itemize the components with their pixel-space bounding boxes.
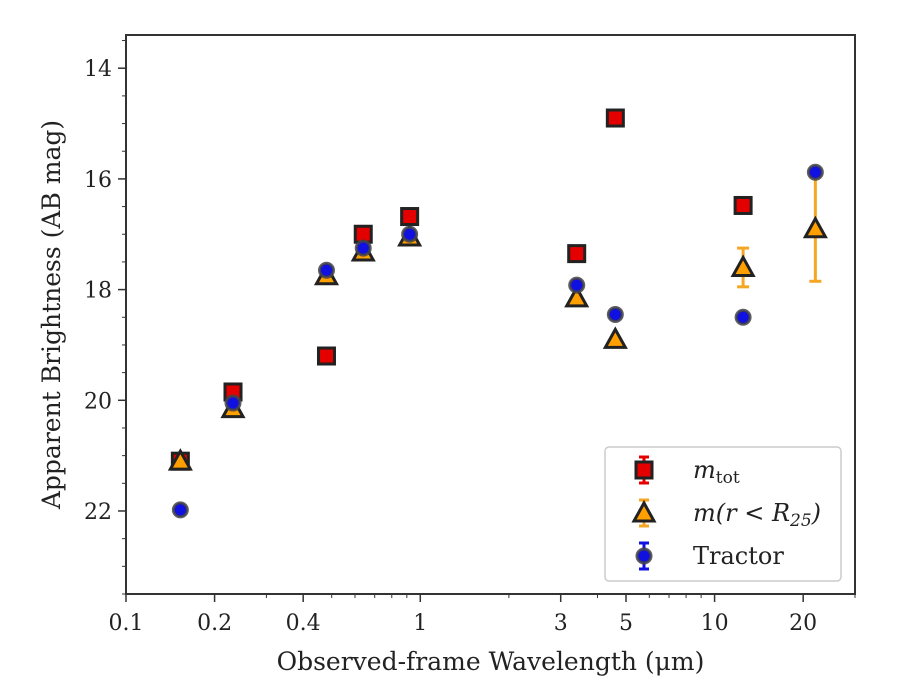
x-axis-label: Observed-frame Wavelength (μm) (277, 647, 705, 676)
legend-label-m_tot: mtot (693, 456, 740, 488)
tractor-point (317, 261, 335, 279)
tractor-point (568, 276, 586, 294)
m-tot-point (400, 207, 420, 227)
x-tick-label: 0.4 (286, 611, 321, 636)
m-r25-point (564, 284, 590, 308)
tractor-point (806, 163, 824, 181)
x-tick-label: 5 (619, 611, 633, 636)
y-tick-label: 22 (84, 500, 112, 525)
tractor-point (606, 306, 624, 323)
m-tot-point (316, 346, 336, 366)
m-tot-point (605, 108, 625, 128)
x-tick-label: 20 (789, 611, 817, 636)
tractor-point (734, 308, 752, 326)
x-tick-label: 3 (554, 611, 568, 636)
y-axis-label: Apparent Brightness (AB mag) (37, 120, 66, 510)
m-r25-point (167, 448, 193, 471)
tractor-point (354, 239, 372, 257)
data-markers (167, 108, 828, 519)
x-tick-label: 0.2 (197, 611, 232, 636)
legend-label-tractor: Tractor (693, 542, 784, 570)
x-tick-label: 0.1 (109, 611, 144, 636)
m-r25-point (802, 215, 828, 239)
y-tick-label: 18 (84, 279, 112, 304)
y-tick-label: 20 (84, 389, 112, 414)
x-tick-label: 1 (413, 611, 427, 636)
x-tick-label: 10 (701, 611, 729, 636)
tractor-point (224, 394, 242, 412)
plot-frame (125, 34, 856, 595)
legend-m-r25-point (631, 499, 657, 523)
legend-tractor-point (635, 547, 653, 565)
legend-label-m_r25: m(r < R25) (693, 499, 821, 531)
m-r25-point (730, 254, 756, 277)
legend-box (604, 446, 842, 582)
tractor-point (401, 225, 419, 243)
y-tick-label: 16 (84, 168, 112, 193)
x-axis: 0.1 0.2 0.4 1 3 5 10 20 (109, 594, 856, 636)
legend-m-tot-point (634, 460, 654, 480)
m-tot-point (733, 195, 753, 215)
tractor-point (171, 501, 189, 519)
legend: mtot m(r < R25) Tractor (604, 446, 842, 582)
m-r25-point (602, 326, 628, 349)
y-tick-label: 14 (84, 57, 112, 82)
y-axis: 14 16 18 20 22 (84, 40, 126, 595)
m-tot-point (567, 244, 587, 264)
